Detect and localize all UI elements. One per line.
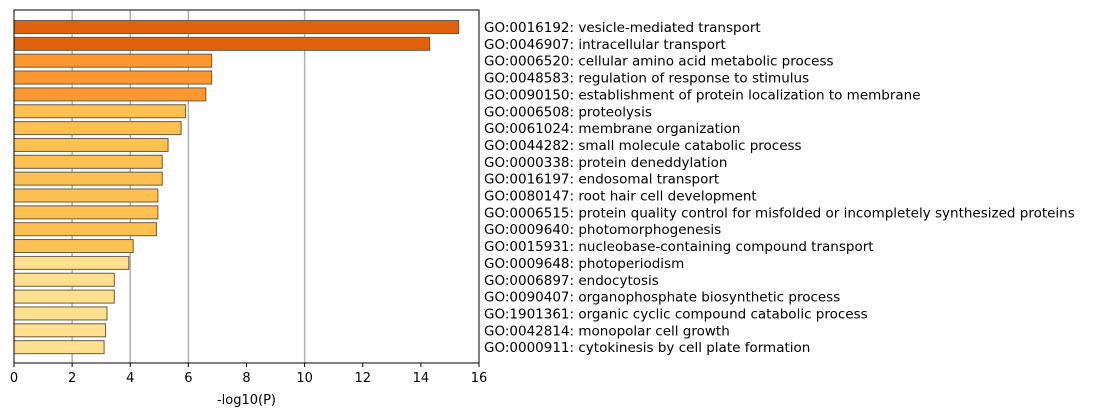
category-label: GO:0000338: protein deneddylation [484, 155, 727, 171]
category-label: GO:0080147: root hair cell development [484, 189, 757, 205]
category-label: GO:0006897: endocytosis [484, 273, 659, 289]
category-label: GO:0016197: endosomal transport [484, 172, 719, 188]
category-label: GO:0048583: regulation of response to st… [484, 71, 809, 87]
bar [13, 36, 431, 51]
category-label: GO:0006508: proteolysis [484, 104, 652, 120]
x-tick-label: 14 [413, 371, 430, 386]
bar [13, 272, 115, 287]
bar [13, 340, 105, 355]
bar [13, 323, 107, 338]
x-tick-label: 2 [68, 371, 76, 386]
bar [13, 87, 207, 102]
category-label: GO:0090150: establishment of protein loc… [484, 87, 921, 103]
category-label: GO:1901361: organic cyclic compound cata… [484, 306, 868, 322]
bar [13, 154, 163, 169]
bar [13, 121, 182, 136]
x-tick-label: 8 [242, 371, 250, 386]
category-label: GO:0016192: vesicle-mediated transport [484, 20, 761, 36]
category-label: GO:0006515: protein quality control for … [484, 205, 1075, 221]
x-tick-label: 12 [354, 371, 371, 386]
category-label: GO:0090407: organophosphate biosynthetic… [484, 290, 840, 306]
bar [13, 137, 169, 152]
grid-lines [71, 10, 306, 363]
bar [13, 188, 159, 203]
category-label: GO:0042814: monopolar cell growth [484, 323, 730, 339]
x-tick-label: 4 [126, 371, 134, 386]
x-tick-label: 0 [10, 371, 18, 386]
bar [13, 171, 163, 186]
category-labels: GO:0016192: vesicle-mediated transportGO… [484, 20, 1075, 356]
x-axis-ticks: 0 2 4 6 8 10 12 14 16 [10, 363, 487, 386]
category-label: GO:0009640: photomorphogenesis [484, 222, 721, 238]
category-label: GO:0006520: cellular amino acid metaboli… [484, 54, 834, 70]
bar [13, 222, 157, 237]
bar [13, 104, 186, 119]
x-tick-label: 6 [184, 371, 192, 386]
category-label: GO:0046907: intracellular transport [484, 37, 726, 53]
x-tick-label: 10 [296, 371, 313, 386]
bar [13, 239, 134, 254]
bar [13, 70, 213, 85]
x-tick-label: 16 [471, 371, 488, 386]
category-label: GO:0009648: photoperiodism [484, 256, 684, 272]
bar [13, 306, 108, 321]
bar [13, 205, 159, 220]
bar [13, 289, 115, 304]
category-label: GO:0000911: cytokinesis by cell plate fo… [484, 340, 810, 356]
category-label: GO:0044282: small molecule catabolic pro… [484, 138, 802, 154]
bar [13, 255, 130, 270]
x-axis-title: -log10(P) [217, 393, 276, 408]
category-label: GO:0061024: membrane organization [484, 121, 740, 137]
bars [13, 20, 460, 355]
category-label: GO:0015931: nucleobase-containing compou… [484, 239, 874, 255]
bar [13, 53, 213, 68]
bar [13, 20, 460, 34]
